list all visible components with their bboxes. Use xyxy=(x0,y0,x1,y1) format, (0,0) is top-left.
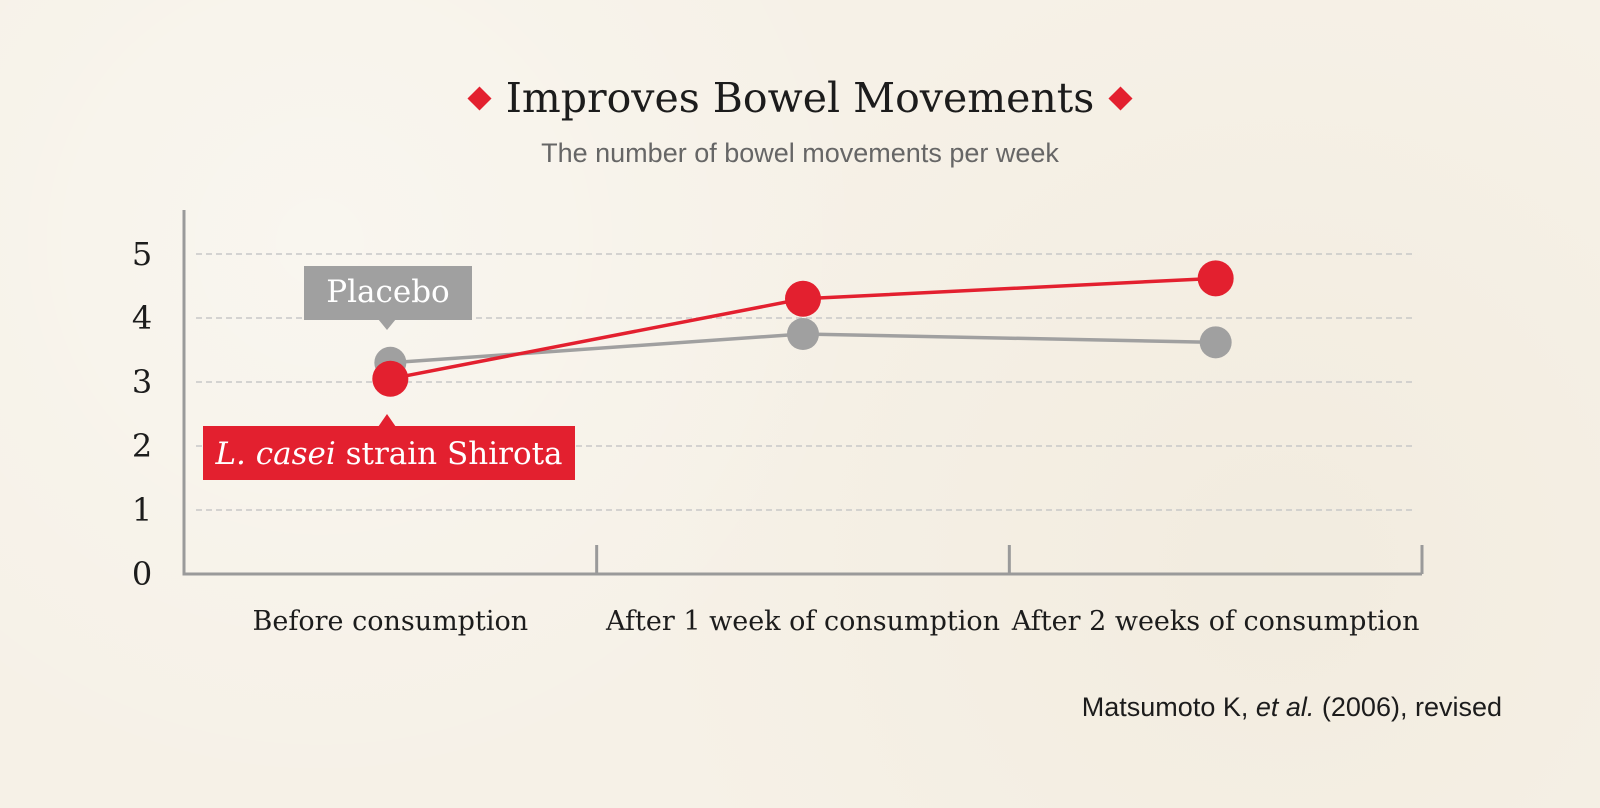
chart-title: Improves Bowel Movements xyxy=(0,70,1600,126)
y-tick-label: 3 xyxy=(132,363,152,401)
data-point xyxy=(785,280,821,317)
treatment-callout-pointer xyxy=(378,414,396,427)
x-category-label: Before consumption xyxy=(253,606,529,637)
series-treatment xyxy=(372,260,1234,397)
placebo-callout-label: Placebo xyxy=(326,274,449,310)
source-etal: et al. xyxy=(1255,692,1315,722)
axes xyxy=(182,210,1424,576)
y-tick-label: 5 xyxy=(132,235,152,273)
y-tick-labels: 0 1 2 3 4 5 xyxy=(132,235,152,593)
y-tick-label: 1 xyxy=(132,491,152,529)
x-category-labels: Before consumption After 1 week of consum… xyxy=(253,606,1420,637)
placebo-callout: Placebo xyxy=(304,266,472,330)
series xyxy=(372,260,1234,397)
placebo-callout-pointer xyxy=(378,319,396,330)
y-tick-label: 2 xyxy=(132,427,152,465)
treatment-label-italic: L. casei xyxy=(214,436,335,472)
y-tick-label: 0 xyxy=(132,555,152,593)
treatment-label-rest: strain Shirota xyxy=(336,436,563,472)
y-tick-label: 4 xyxy=(132,299,152,337)
series-placebo xyxy=(374,318,1232,379)
source-citation: Matsumoto K, et al. (2006), revised xyxy=(1082,692,1502,723)
x-category-label: After 2 weeks of consumption xyxy=(1011,606,1420,637)
chart-subtitle: The number of bowel movements per week xyxy=(541,138,1059,168)
treatment-callout-label: L. casei strain Shirota xyxy=(214,436,562,472)
treatment-callout-box xyxy=(203,426,575,480)
x-category-label: After 1 week of consumption xyxy=(605,606,1000,637)
data-point xyxy=(1199,326,1232,359)
data-point xyxy=(372,360,409,397)
data-point xyxy=(787,318,819,350)
data-point xyxy=(1197,260,1234,297)
chart-title-text: Improves Bowel Movements xyxy=(505,74,1095,122)
source-author: Matsumoto K, xyxy=(1081,692,1256,722)
treatment-callout: L. casei strain Shirota xyxy=(203,414,575,480)
placebo-callout-box xyxy=(304,266,472,320)
source-rest: (2006), revised xyxy=(1314,692,1502,722)
